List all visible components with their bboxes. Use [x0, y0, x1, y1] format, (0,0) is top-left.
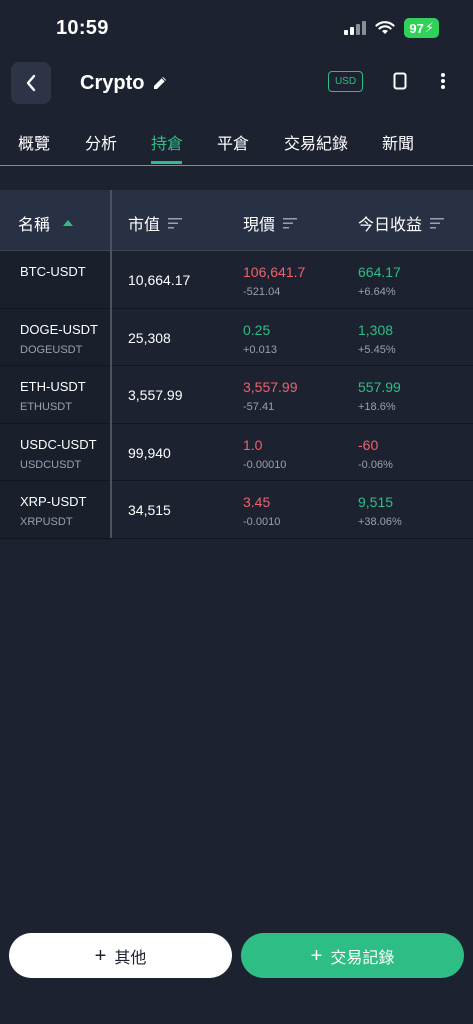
column-header-price[interactable]: 現價	[243, 211, 298, 235]
today-pnl: -60	[358, 436, 379, 453]
sort-icon	[283, 218, 298, 229]
symbol: USDC-USDT	[20, 436, 97, 452]
tab-analysis[interactable]: 分析	[85, 136, 118, 153]
today-pnl-percent: +18.6%	[358, 401, 396, 413]
today-pnl-percent: +6.64%	[358, 286, 396, 298]
sort-asc-icon	[63, 220, 74, 226]
page-title: Crypto	[80, 72, 145, 94]
symbol-code: USDCUSDT	[20, 458, 82, 471]
symbol: XRP-USDT	[20, 494, 87, 509]
today-pnl-percent: -0.06%	[358, 458, 393, 471]
market-value: 99,940	[128, 444, 171, 461]
today-pnl: 664.17	[358, 264, 401, 280]
sort-icon	[430, 218, 445, 229]
frozen-column-divider	[110, 190, 112, 538]
price-change: +0.013	[243, 343, 277, 356]
status-bar: 10:59 97 ⚡	[0, 0, 473, 56]
current-price: 0.25	[243, 321, 271, 338]
more-icon[interactable]	[440, 72, 446, 90]
price-change: -0.0010	[243, 516, 281, 528]
currency-badge[interactable]: USD	[328, 71, 363, 92]
tab-trade-history[interactable]: 交易紀錄	[284, 136, 349, 153]
tab-news[interactable]: 新聞	[382, 136, 415, 153]
plus-icon: +	[310, 944, 323, 967]
sort-icon	[168, 218, 183, 229]
table-row[interactable]: BTC-USDT 10,664.17 106,641.7 -521.04 664…	[0, 251, 473, 309]
back-icon	[26, 74, 36, 92]
market-value: 10,664.17	[128, 272, 191, 288]
battery-level: 97	[409, 20, 424, 36]
table-header: 名稱 市值 現價 今日收益	[0, 190, 473, 251]
price-change: -521.04	[243, 286, 281, 298]
tab-bar: 概覽 分析 持倉 平倉 交易紀錄 新聞	[0, 118, 473, 166]
symbol-code: ETHUSDT	[20, 401, 72, 413]
table-row[interactable]: XRP-USDT XRPUSDT 34,515 3.45 -0.0010 9,5…	[0, 481, 473, 539]
column-header-market-value[interactable]: 市值	[128, 211, 183, 235]
table-row[interactable]: DOGE-USDT DOGEUSDT 25,308 0.25 +0.013 1,…	[0, 308, 473, 366]
current-price: 3.45	[243, 494, 271, 510]
name-cell	[0, 423, 110, 480]
column-header-name[interactable]: 名稱	[18, 211, 74, 235]
tab-overview[interactable]: 概覽	[18, 136, 51, 153]
tab-positions[interactable]: 持倉	[151, 136, 184, 153]
name-cell	[0, 308, 110, 365]
price-change: -57.41	[243, 401, 275, 413]
table-row[interactable]: ETH-USDT ETHUSDT 3,557.99 3,557.99 -57.4…	[0, 366, 473, 424]
status-time: 10:59	[56, 16, 109, 39]
charging-icon: ⚡	[424, 20, 434, 35]
today-pnl: 9,515	[358, 494, 394, 510]
tab-closed[interactable]: 平倉	[217, 136, 250, 153]
current-price: 1.0	[243, 436, 263, 453]
today-pnl-percent: +38.06%	[358, 516, 402, 528]
symbol: BTC-USDT	[20, 264, 86, 279]
column-header-today-pnl[interactable]: 今日收益	[358, 211, 445, 235]
other-button[interactable]: + 其他	[9, 933, 232, 978]
price-change: -0.00010	[243, 458, 287, 471]
symbol: ETH-USDT	[20, 379, 86, 394]
market-value: 3,557.99	[128, 387, 183, 403]
name-cell	[0, 251, 110, 308]
today-pnl-percent: +5.45%	[358, 343, 396, 356]
symbol: DOGE-USDT	[20, 321, 98, 337]
other-button-label: 其他	[114, 949, 147, 967]
plus-icon: +	[94, 944, 107, 967]
symbol-code: DOGEUSDT	[20, 343, 83, 356]
trade-record-button[interactable]: + 交易記錄	[241, 933, 464, 978]
wifi-icon	[375, 21, 395, 34]
current-price: 3,557.99	[243, 379, 298, 395]
current-price: 106,641.7	[243, 264, 306, 280]
status-icons: 97 ⚡	[344, 18, 439, 38]
market-value: 34,515	[128, 502, 171, 518]
header: Crypto USD	[0, 62, 473, 106]
trade-record-button-label: 交易記錄	[330, 949, 395, 967]
table-row[interactable]: USDC-USDT USDCUSDT 99,940 1.0 -0.00010 -…	[0, 423, 473, 481]
symbol-code: XRPUSDT	[20, 516, 73, 528]
back-button[interactable]	[11, 62, 51, 104]
signal-icon	[344, 21, 367, 35]
today-pnl: 1,308	[358, 321, 394, 338]
today-pnl: 557.99	[358, 379, 401, 395]
market-value: 25,308	[128, 329, 171, 346]
name-cell	[0, 481, 110, 538]
battery-indicator: 97 ⚡	[404, 18, 439, 38]
positions-table: 名稱 市值 現價 今日收益	[0, 190, 473, 539]
phone-icon[interactable]	[393, 72, 407, 90]
name-cell	[0, 366, 110, 423]
active-tab-indicator	[151, 161, 182, 164]
edit-icon[interactable]	[152, 75, 168, 91]
